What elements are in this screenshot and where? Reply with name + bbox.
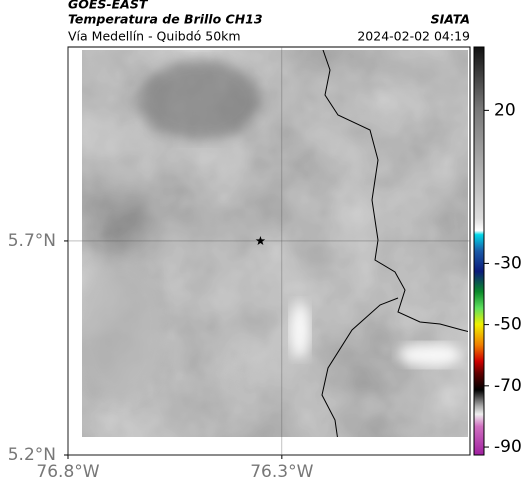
x-tick-label: 76.8°W <box>36 462 99 482</box>
colorbar <box>473 46 485 456</box>
location-marker <box>255 235 266 245</box>
source: SIATA <box>431 12 470 27</box>
colorbar-label: -90 <box>494 437 522 457</box>
satellite-image <box>82 50 468 437</box>
y-tick-label: 5.7°N <box>8 231 56 251</box>
colorbar-label: -50 <box>494 315 522 335</box>
y-tick-label: 5.2°N <box>8 445 56 465</box>
x-tick-label: 76.3°W <box>250 462 313 482</box>
border <box>321 297 399 437</box>
colorbar-label: -70 <box>494 376 522 396</box>
subtitle: Temperatura de Brillo CH13 <box>68 12 263 27</box>
border <box>322 50 468 333</box>
location: Vía Medellín - Quibdó 50km <box>68 29 241 44</box>
colorbar-label: -30 <box>494 253 522 273</box>
timestamp: 2024-02-02 04:19 <box>357 29 470 44</box>
colorbar-label: 20 <box>494 100 516 120</box>
title: GOES-EAST <box>68 0 149 12</box>
